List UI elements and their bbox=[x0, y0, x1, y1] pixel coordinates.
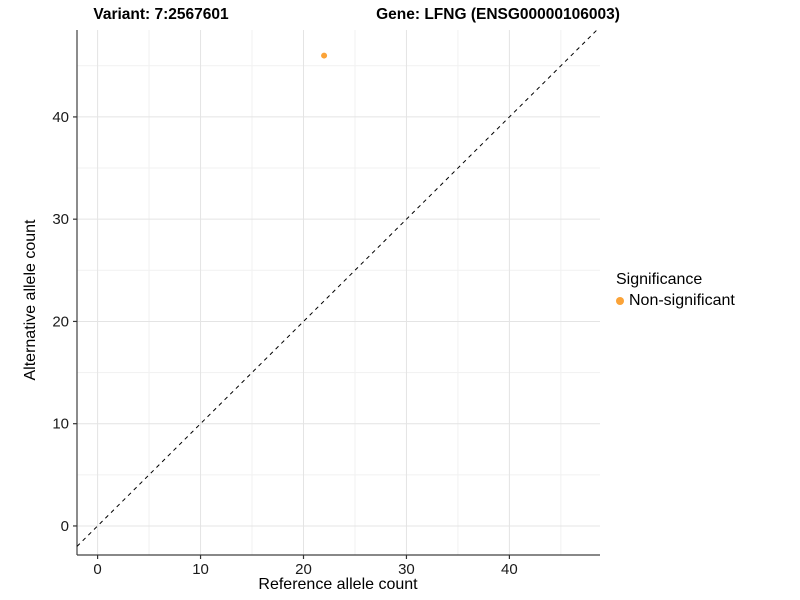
legend-title: Significance bbox=[616, 271, 703, 288]
x-tick-label: 40 bbox=[501, 561, 518, 578]
y-tick-label: 40 bbox=[52, 109, 69, 126]
data-point bbox=[321, 52, 328, 59]
x-tick-label: 10 bbox=[192, 561, 209, 578]
y-tick-label: 0 bbox=[61, 518, 69, 535]
identity-dashed-line bbox=[76, 29, 598, 547]
legend-item-label: Non-significant bbox=[629, 292, 735, 309]
x-tick-label: 0 bbox=[93, 561, 101, 578]
plot-title-variant: Variant: 7:2567601 bbox=[93, 6, 229, 23]
x-tick-label: 30 bbox=[398, 561, 415, 578]
x-tick-label: 20 bbox=[295, 561, 312, 578]
y-tick-label: 10 bbox=[52, 416, 69, 433]
y-tick-label: 20 bbox=[52, 313, 69, 330]
plot-title-gene: Gene: LFNG (ENSG00000106003) bbox=[376, 6, 620, 23]
legend-item: Non-significant bbox=[616, 291, 735, 310]
x-axis-title: Reference allele count bbox=[258, 576, 418, 593]
y-axis-title: Alternative allele count bbox=[22, 219, 39, 381]
legend: Significance Non-significant bbox=[616, 270, 735, 310]
y-tick-label: 30 bbox=[52, 211, 69, 228]
legend-point-icon bbox=[616, 296, 624, 305]
